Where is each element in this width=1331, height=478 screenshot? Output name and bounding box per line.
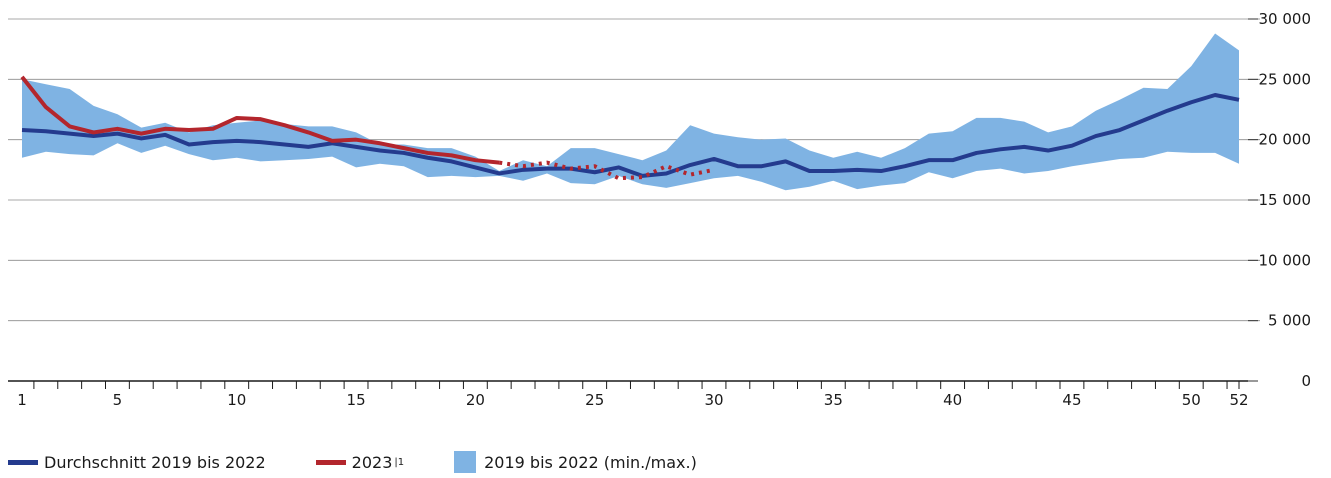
legend-label-range: 2019 bis 2022 (min./max.): [484, 452, 697, 472]
y-tick-label-25000: 25 000: [1259, 70, 1312, 88]
x-axis: 1 5 10 15 20 25 30 35 40 45 50 52: [8, 380, 1249, 409]
line-2023-solid: [20, 75, 500, 165]
range-band: [22, 33, 1239, 191]
legend-footnote-2023: |1: [394, 456, 405, 468]
x-tick-label-1: 1: [17, 391, 27, 409]
legend-item-range: 2019 bis 2022 (min./max.): [454, 451, 697, 473]
y-tick-label-5000: 5 000: [1268, 312, 1311, 330]
x-tick-label-10: 10: [227, 391, 246, 409]
y-tick-label-10000: 10 000: [1259, 251, 1312, 269]
x-tick-label-52: 52: [1229, 391, 1248, 409]
y-tick-label-30000: 30 000: [1259, 10, 1312, 28]
legend-item-average: Durchschnitt 2019 bis 2022: [8, 453, 266, 472]
y-axis: 0 5 000 10 000 15 000 20 000 25 000 30 000: [1248, 10, 1311, 390]
y-tick-label-15000: 15 000: [1259, 191, 1312, 209]
x-tick-label-40: 40: [943, 391, 962, 409]
legend-label-2023: 2023: [351, 452, 393, 472]
legend: Durchschnitt 2019 bis 2022 2023 |1 2019 b…: [8, 450, 747, 474]
x-tick-label-50: 50: [1182, 391, 1201, 409]
x-tick-label-25: 25: [585, 391, 604, 409]
legend-label-average: Durchschnitt 2019 bis 2022: [44, 452, 266, 472]
legend-item-2023: 2023 |1: [315, 452, 405, 472]
legend-swatch-range: [454, 451, 477, 473]
x-tick-label-20: 20: [466, 391, 485, 409]
x-tick-label-15: 15: [347, 391, 366, 409]
y-tick-label-0: 0: [1301, 372, 1311, 390]
min-max-range-area: [22, 33, 1239, 191]
legend-swatch-2023: [315, 459, 346, 465]
x-tick-label-45: 45: [1062, 391, 1081, 409]
series-lines: [20, 75, 1240, 181]
legend-swatch-average: [8, 459, 38, 465]
line-2023-provisional: [498, 160, 715, 181]
x-tick-label-30: 30: [704, 391, 723, 409]
y-tick-label-20000: 20 000: [1259, 131, 1312, 149]
x-tick-label-35: 35: [824, 391, 843, 409]
x-tick-label-5: 5: [113, 391, 123, 409]
average-line: [21, 93, 1240, 178]
